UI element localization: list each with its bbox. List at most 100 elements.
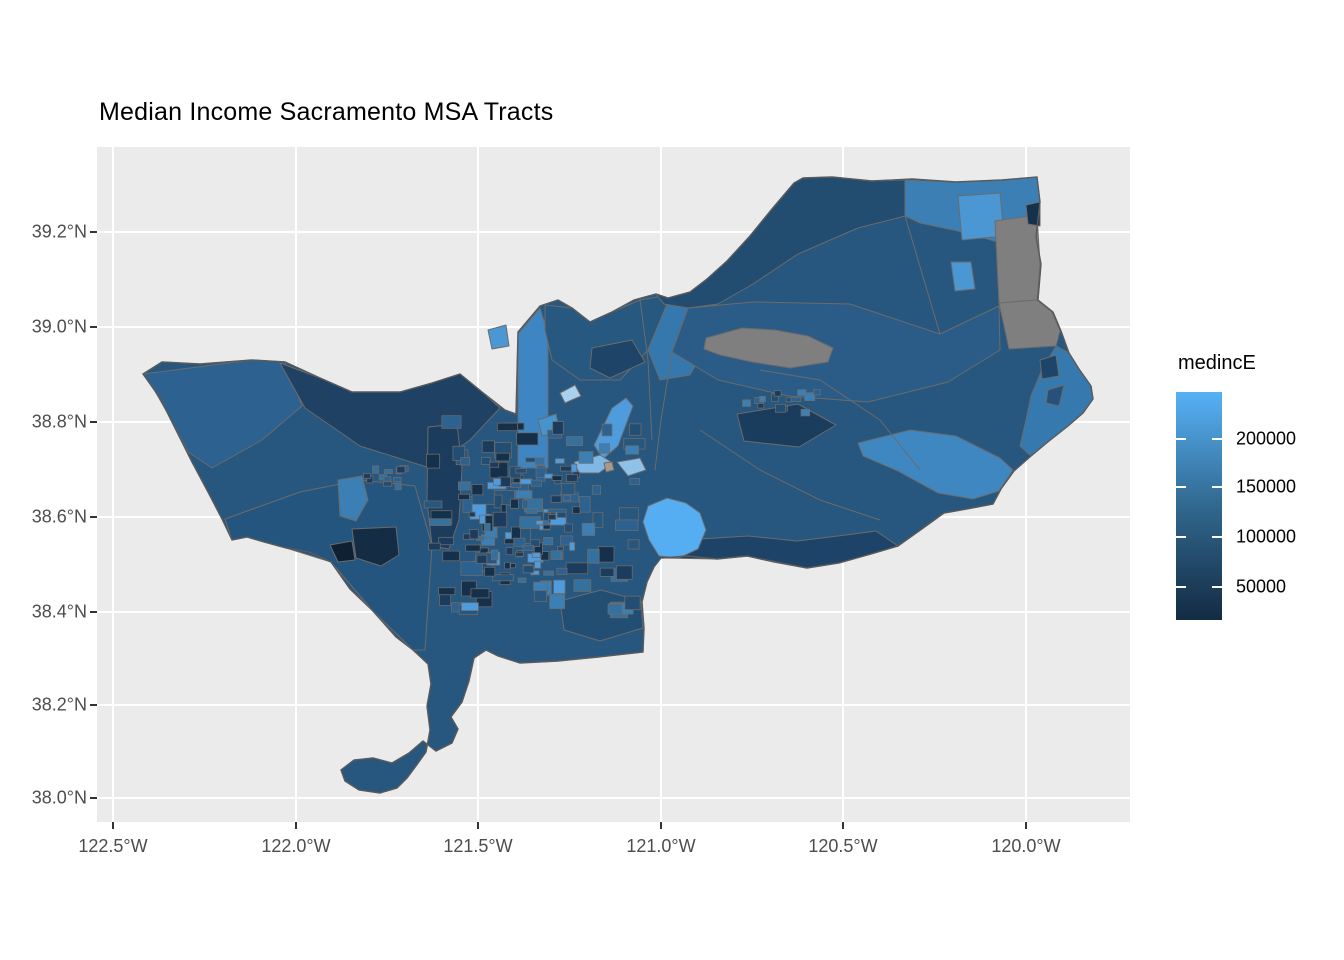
x-tick-label: 121.5°W [443, 836, 513, 856]
map-outline [142, 176, 1094, 794]
tract-cell [790, 396, 802, 402]
legend-tick [1212, 486, 1222, 488]
tract-region-tahoe-dark-2 [1045, 384, 1065, 407]
map-layer [142, 176, 1094, 794]
tract-cell [496, 422, 518, 432]
tract-cell [813, 389, 821, 396]
tract-cell [491, 574, 515, 582]
tract-cell [489, 461, 500, 468]
tract-region-eldorado-dark-blob [736, 403, 837, 448]
tract-cell [460, 561, 483, 576]
tract-cell [627, 539, 640, 550]
tract-cell [742, 399, 751, 407]
legend-colorbar [1176, 392, 1222, 620]
x-tick-label: 122.5°W [78, 836, 148, 856]
tract-region-northsac-dark-blob [589, 339, 646, 379]
tract-region-dark-near-gray [1025, 201, 1041, 227]
tract-cell [383, 469, 393, 474]
tract-cell [592, 511, 604, 528]
tract-region-davis-darkest [329, 540, 356, 563]
y-tick-label: 38.4°N [31, 601, 87, 622]
tract-cell [607, 603, 623, 615]
tract-cell [599, 567, 615, 577]
tract-cell [625, 445, 640, 455]
tract-cell [535, 520, 544, 526]
tract-cell [495, 452, 510, 462]
tract-cell [529, 539, 541, 547]
tract-cell [490, 549, 499, 561]
tract-cell [428, 542, 441, 551]
tract-cell [363, 473, 371, 479]
x-tick-label: 122.0°W [261, 836, 331, 856]
tract-cell [599, 443, 610, 454]
tract-cell [510, 563, 517, 569]
tract-cell [591, 485, 601, 495]
tract-region-tractline-3 [699, 429, 881, 521]
tract-cell [481, 440, 495, 453]
tract-cell [483, 523, 491, 532]
tract-cell [515, 468, 527, 474]
tract-cell [578, 451, 594, 464]
tract-cell [548, 514, 557, 520]
tract-region-yolo-light-tract [337, 475, 369, 522]
tract-cell [624, 595, 641, 611]
tract-cell [492, 511, 508, 528]
tract-cell [515, 551, 524, 557]
tract-region-na-tan-dot [603, 461, 615, 473]
tract-cell [534, 457, 545, 466]
tract-cell [510, 498, 519, 509]
tract-cell [615, 519, 639, 531]
tract-cell [533, 581, 548, 591]
tract-cell [601, 423, 613, 437]
tract-cell [525, 507, 538, 514]
tract-region-tahoe-dark-1 [1039, 354, 1060, 380]
tract-cell [550, 550, 562, 560]
y-tick-label: 38.6°N [31, 506, 87, 527]
tract-region-tractline-2 [759, 369, 921, 471]
tract-cell [565, 562, 589, 575]
legend-tick [1176, 486, 1186, 488]
tract-cell [530, 479, 542, 487]
y-tick-label: 39.2°N [31, 221, 87, 242]
tract-cell [458, 493, 470, 501]
tract-cell [493, 478, 502, 486]
tract-cell [470, 588, 490, 599]
tract-cell [515, 490, 533, 499]
tract-cell [535, 467, 547, 478]
tract-cell [516, 432, 539, 446]
tract-cell [775, 403, 786, 413]
tract-cell [522, 544, 534, 551]
tract-cell [531, 552, 541, 558]
legend-tick [1212, 536, 1222, 538]
tract-cell [543, 570, 555, 576]
tract-cell [579, 496, 591, 513]
tract-cell [553, 579, 566, 594]
tract-region-tahoe-light-small [950, 261, 976, 292]
x-tick-label: 120.0°W [991, 836, 1061, 856]
tract-cell [519, 478, 533, 485]
tract-cell [394, 482, 402, 491]
tract-cell [543, 536, 554, 546]
tract-cell [629, 477, 641, 485]
tract-cell [465, 544, 481, 552]
legend-tick [1176, 536, 1186, 538]
tract-cell [552, 421, 564, 435]
legend-tick [1176, 586, 1186, 588]
tract-cell [560, 465, 573, 472]
tract-cell [460, 457, 470, 466]
tract-cell [797, 389, 807, 397]
tract-cell [504, 538, 516, 545]
tract-cell [556, 567, 568, 575]
tract-cell [383, 481, 393, 487]
tract-cell [522, 565, 535, 574]
tract-region-tractline-4 [904, 215, 941, 335]
tract-region-tractline-1 [639, 298, 653, 441]
tract-region-davis-dark [351, 526, 400, 567]
tract-cell [452, 445, 466, 461]
tract-cell [556, 511, 567, 518]
tract-cell [534, 560, 542, 569]
tract-cell [560, 535, 573, 546]
tract-cell [550, 495, 562, 503]
tract-cell [458, 481, 471, 491]
